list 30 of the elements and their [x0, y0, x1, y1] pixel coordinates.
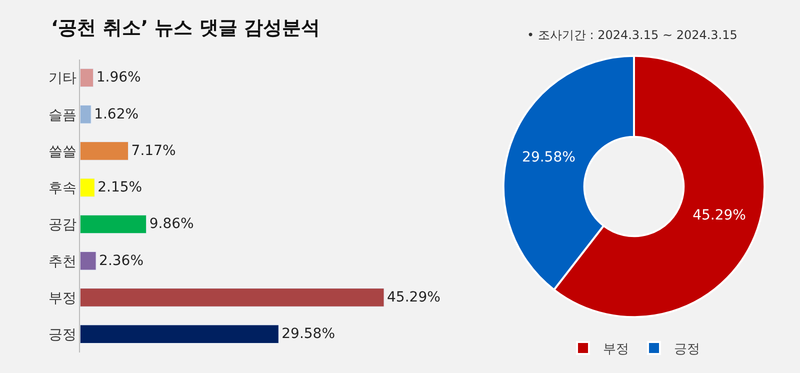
data-label: 9.86% — [149, 216, 194, 232]
data-label: 2.36% — [99, 252, 144, 269]
data-label: 45.29% — [692, 208, 746, 224]
bar — [80, 288, 384, 307]
legend-label: 부정 — [603, 342, 629, 358]
y-tick-label: 쓸쓸 — [48, 144, 76, 160]
bar — [80, 251, 96, 270]
chart-title: ‘공천 취소’ 뉴스 댓글 감성분석 — [51, 17, 320, 39]
data-label: 2.15% — [98, 180, 142, 196]
y-tick-label: 부정 — [48, 290, 76, 306]
y-tick-label: 긍정 — [48, 327, 76, 343]
y-tick-label: 추천 — [48, 254, 76, 270]
bar — [80, 324, 279, 344]
bar — [80, 142, 129, 160]
data-label: 1.96% — [96, 70, 141, 86]
y-tick-label: 후속 — [48, 180, 76, 196]
bar — [80, 68, 94, 88]
y-tick-label: 기타 — [48, 70, 76, 87]
data-label: 7.17% — [131, 142, 176, 159]
data-label: 29.58% — [522, 149, 576, 166]
y-tick-label: 공감 — [48, 217, 76, 234]
text: • 조사기간 : 2024.3.15 ~ 2024.3.15 — [527, 28, 738, 42]
data-label: 45.29% — [387, 289, 440, 306]
bar — [80, 214, 147, 234]
legend-label: 긍정 — [674, 342, 700, 358]
bar — [80, 104, 92, 124]
bar — [80, 178, 95, 198]
data-label: 29.58% — [282, 326, 336, 342]
data-label: 1.62% — [94, 106, 139, 122]
y-tick-label: 슬픔 — [48, 107, 76, 124]
